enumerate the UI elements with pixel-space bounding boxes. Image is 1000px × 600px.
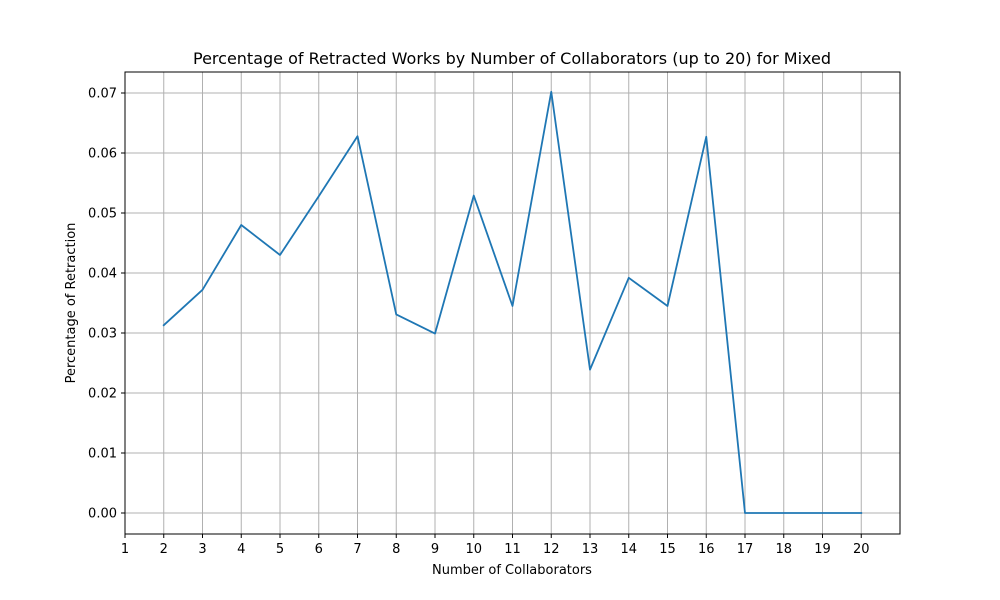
y-tick-label: 0.04 [88, 267, 117, 282]
x-tick-label: 19 [814, 542, 831, 557]
y-tick-label: 0.02 [88, 387, 117, 402]
y-tick-label: 0.06 [88, 147, 117, 162]
y-tick-label: 0.07 [88, 87, 117, 102]
x-tick-label: 12 [543, 542, 560, 557]
x-tick-label: 5 [276, 542, 284, 557]
y-tick-label: 0.03 [88, 327, 117, 342]
series-layer [162, 90, 863, 514]
x-tick-label: 20 [853, 542, 870, 557]
x-tick-label: 11 [504, 542, 521, 557]
x-tick-label: 4 [237, 542, 245, 557]
x-tick-label: 17 [737, 542, 754, 557]
x-axis-ticks: 1 2 3 4 5 6 7 8 9 10 11 12 13 14 15 16 17 18 19 20 [121, 534, 870, 557]
y-axis-ticks: 0.00 0.01 0.02 0.03 0.04 0.05 0.06 0.07 [88, 87, 125, 522]
x-tick-label: 13 [582, 542, 599, 557]
x-tick-label: 15 [659, 542, 676, 557]
chart-title: Percentage of Retracted Works by Number … [193, 49, 831, 68]
x-tick-label: 2 [160, 542, 168, 557]
x-tick-label: 3 [198, 542, 206, 557]
x-tick-label: 10 [465, 542, 482, 557]
y-tick-label: 0.00 [88, 507, 117, 522]
x-tick-label: 1 [121, 542, 129, 557]
y-axis-label: Percentage of Retraction [64, 223, 79, 384]
grid-lines [124, 72, 900, 534]
x-tick-label: 7 [353, 542, 361, 557]
y-tick-label: 0.01 [88, 447, 117, 462]
x-tick-label: 6 [315, 542, 323, 557]
x-tick-label: 8 [392, 542, 400, 557]
x-tick-label: 9 [431, 542, 439, 557]
x-tick-label: 16 [698, 542, 715, 557]
x-tick-label: 14 [620, 542, 637, 557]
x-axis-label: Number of Collaborators [432, 563, 592, 578]
y-tick-label: 0.05 [88, 207, 117, 222]
x-tick-label: 18 [775, 542, 792, 557]
